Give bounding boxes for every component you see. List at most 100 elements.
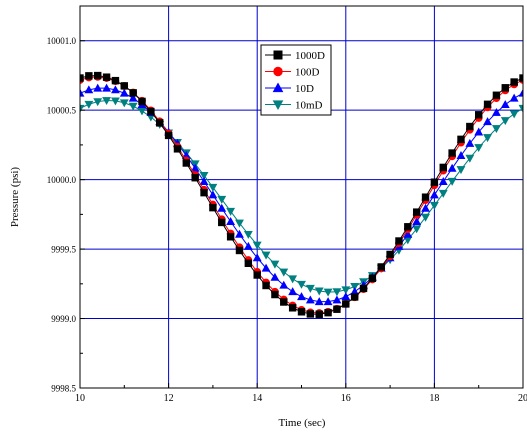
triangle-down-marker	[119, 99, 129, 108]
triangle-up-marker	[102, 83, 111, 92]
triangle-up-marker	[500, 100, 510, 109]
square-marker	[102, 73, 111, 81]
triangle-down-marker	[128, 102, 138, 111]
square-marker	[226, 233, 235, 241]
square-marker	[271, 290, 279, 299]
square-marker	[147, 107, 155, 116]
x-tick-label: 14	[252, 393, 262, 404]
triangle-up-marker	[421, 203, 430, 212]
triangle-up-marker	[235, 229, 244, 238]
triangle-down-marker	[297, 280, 306, 289]
x-axis-label: Time (sec)	[279, 417, 326, 429]
legend-label: 10D	[295, 83, 314, 95]
triangle-down-marker	[518, 104, 523, 113]
legend-label: 10mD	[295, 100, 323, 112]
y-tick-label: 10000.0	[47, 175, 77, 185]
triangle-down-marker	[500, 117, 510, 126]
triangle-down-marker	[272, 100, 284, 110]
x-tick-label: 18	[429, 393, 439, 404]
triangle-up-marker	[93, 83, 103, 92]
triangle-up-marker	[509, 93, 519, 102]
triangle-down-marker	[261, 251, 271, 260]
square-marker	[510, 78, 518, 86]
square-marker	[377, 263, 385, 271]
square-marker	[395, 237, 403, 245]
square-marker	[173, 145, 182, 153]
legend-entry: 10D	[265, 82, 314, 95]
square-marker	[404, 223, 412, 231]
square-marker	[342, 300, 350, 308]
legend-entry: 1000D	[265, 50, 325, 62]
square-marker	[253, 271, 261, 279]
square-marker	[218, 218, 226, 227]
triangle-up-marker	[314, 297, 324, 306]
triangle-up-marker	[288, 287, 298, 296]
square-marker	[333, 305, 341, 313]
legend-box	[260, 44, 332, 116]
triangle-up-marker	[261, 263, 271, 272]
square-marker	[474, 111, 483, 119]
triangle-up-marker	[128, 93, 138, 102]
square-marker	[94, 71, 102, 80]
square-marker	[191, 174, 199, 182]
square-marker	[244, 259, 253, 268]
triangle-down-marker	[465, 154, 475, 163]
triangle-up-marker	[341, 292, 351, 301]
triangle-down-marker	[305, 284, 315, 293]
square-marker	[430, 178, 439, 186]
square-marker	[111, 76, 120, 85]
triangle-down-marker	[429, 201, 439, 210]
y-tick-label: 9999.5	[51, 245, 76, 255]
axis-ticks: 10 12 14 16 18 20 9998.5 9999.0 9999.5 10000.0 100…	[47, 36, 527, 404]
square-marker	[164, 131, 173, 140]
triangle-down-marker	[341, 286, 351, 295]
triangle-down-marker	[208, 183, 218, 192]
legend: 1000D 100D 10D 10mD	[260, 44, 332, 116]
square-marker	[359, 284, 368, 293]
triangle-down-marker	[350, 283, 360, 292]
square-marker	[412, 208, 421, 216]
triangle-down-marker	[84, 100, 94, 109]
y-tick-label: 10000.5	[47, 106, 77, 116]
triangle-down-marker	[438, 189, 448, 198]
triangle-down-marker	[421, 213, 430, 222]
triangle-down-marker	[80, 104, 85, 113]
square-marker	[120, 82, 129, 90]
square-marker	[129, 89, 137, 97]
legend-label: 100D	[295, 67, 320, 79]
y-tick-label: 10001.0	[47, 36, 77, 46]
triangle-up-marker	[243, 241, 253, 250]
square-marker	[386, 250, 394, 259]
square-marker	[439, 163, 447, 172]
x-tick-label: 12	[164, 393, 174, 404]
triangle-up-marker	[252, 253, 262, 262]
triangle-up-marker	[492, 107, 501, 116]
square-marker	[182, 159, 191, 167]
triangle-down-marker	[111, 97, 120, 106]
triangle-down-marker	[456, 166, 466, 175]
triangle-down-marker	[447, 177, 457, 186]
square-marker	[492, 91, 501, 99]
triangle-up-marker	[429, 190, 439, 199]
square-marker	[466, 122, 474, 131]
triangle-down-marker	[199, 171, 209, 180]
triangle-down-marker	[226, 207, 236, 216]
triangle-down-marker	[288, 275, 298, 284]
y-tick-label: 9999.0	[51, 314, 76, 324]
circle-marker	[273, 66, 283, 77]
y-tick-label: 9998.5	[51, 384, 76, 394]
square-marker	[156, 119, 164, 127]
triangle-up-marker	[323, 297, 333, 306]
legend-label: 1000D	[295, 50, 325, 62]
square-marker	[235, 246, 244, 255]
square-marker	[457, 135, 465, 144]
triangle-up-marker	[305, 295, 315, 304]
square-marker	[315, 310, 323, 318]
triangle-down-marker	[93, 98, 103, 107]
triangle-up-marker	[474, 127, 484, 136]
triangle-up-marker	[80, 88, 85, 97]
triangle-up-marker	[332, 295, 342, 304]
square-marker	[324, 308, 332, 317]
triangle-up-marker	[297, 292, 306, 301]
square-marker	[200, 188, 208, 197]
